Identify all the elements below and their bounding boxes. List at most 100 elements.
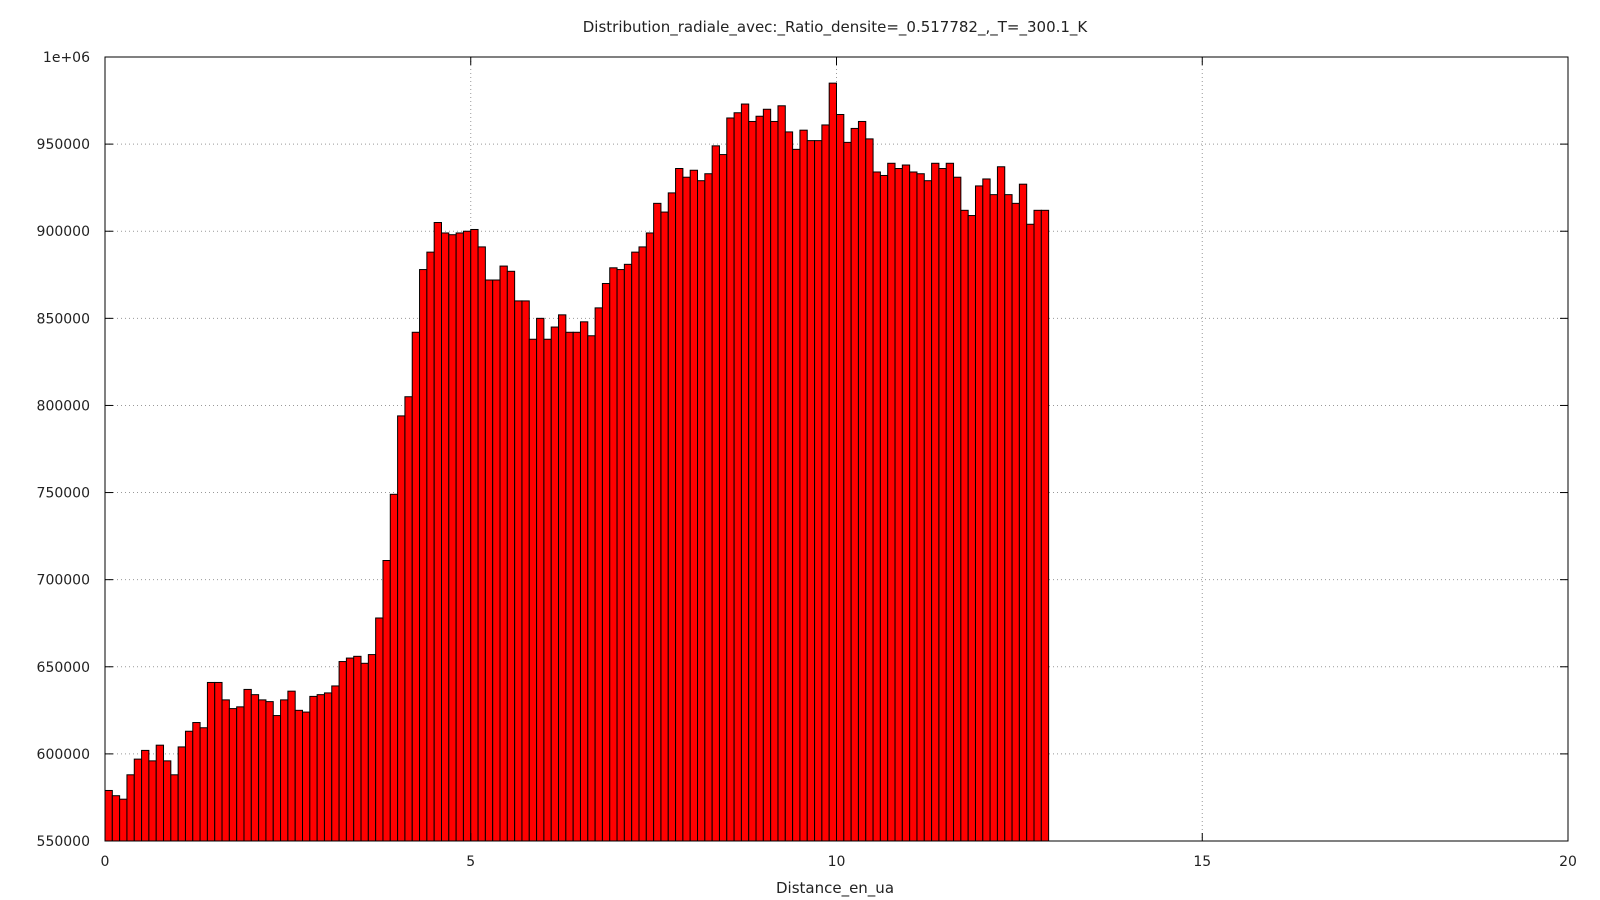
bar-24 <box>280 699 289 842</box>
bar-115 <box>945 162 955 842</box>
bar-40 <box>397 415 406 842</box>
bar-111 <box>916 173 925 842</box>
bar-101 <box>843 141 852 842</box>
y-tick-label-4: 750000 <box>37 486 90 502</box>
x-tick-label-4: 20 <box>1559 854 1577 870</box>
bar-57 <box>521 300 530 842</box>
y-tick-labels: 550000 600000 650000 700000 750000 800000 8500… <box>37 50 91 850</box>
bar-118 <box>967 215 976 842</box>
bar-97 <box>814 140 823 842</box>
y-tick-label-6: 850000 <box>37 311 90 327</box>
y-tick-label-7: 900000 <box>37 224 90 240</box>
bar-113 <box>931 162 940 842</box>
bar-51 <box>477 246 486 842</box>
bar-65 <box>579 321 589 842</box>
bar-14 <box>206 681 216 842</box>
bar-63 <box>565 331 574 842</box>
bar-119 <box>974 185 984 842</box>
bar-106 <box>879 174 889 842</box>
y-tick-label-8: 950000 <box>37 137 90 153</box>
bar-82 <box>704 173 713 842</box>
bar-84 <box>718 154 728 842</box>
bar-114 <box>938 168 947 842</box>
bar-72 <box>631 251 640 842</box>
bar-41 <box>404 396 413 842</box>
bar-98 <box>821 124 830 842</box>
bar-81 <box>697 180 706 842</box>
bar-117 <box>960 209 969 842</box>
bar-0 <box>104 789 113 842</box>
bar-126 <box>1026 223 1035 842</box>
bar-64 <box>572 331 581 842</box>
bars <box>104 82 1050 842</box>
bar-92 <box>777 105 786 842</box>
bar-90 <box>762 108 772 842</box>
bar-38 <box>382 560 391 842</box>
bar-61 <box>550 326 560 842</box>
bar-35 <box>360 662 369 842</box>
bar-6 <box>148 760 157 842</box>
bar-112 <box>923 180 933 842</box>
bar-68 <box>601 282 611 842</box>
bar-70 <box>616 269 625 842</box>
y-tick-label-9: 1e+06 <box>43 50 90 66</box>
bar-109 <box>901 164 911 842</box>
bar-46 <box>440 232 450 842</box>
bar-89 <box>755 115 764 842</box>
bar-43 <box>419 269 428 842</box>
bar-47 <box>448 234 457 842</box>
bar-8 <box>163 760 172 842</box>
bar-52 <box>484 279 494 842</box>
bar-19 <box>243 688 252 842</box>
bar-16 <box>221 699 230 842</box>
bar-110 <box>909 171 918 842</box>
bar-74 <box>645 232 655 842</box>
bar-66 <box>587 335 596 842</box>
bar-125 <box>1018 183 1028 842</box>
bar-42 <box>411 331 421 842</box>
bar-107 <box>887 162 896 842</box>
bar-105 <box>872 171 881 842</box>
bar-93 <box>784 131 794 842</box>
bar-11 <box>184 730 194 842</box>
bar-54 <box>499 265 508 842</box>
bar-21 <box>258 699 267 842</box>
bar-31 <box>331 685 340 842</box>
bar-91 <box>770 120 779 842</box>
bar-29 <box>316 694 325 842</box>
bar-7 <box>155 744 165 842</box>
bar-103 <box>857 120 867 842</box>
bar-96 <box>806 140 816 842</box>
bar-20 <box>250 694 260 842</box>
bar-67 <box>594 307 603 842</box>
bar-3 <box>126 774 135 842</box>
bar-5 <box>141 749 150 842</box>
axis-ticks <box>104 56 1569 842</box>
bar-23 <box>272 715 282 842</box>
bar-32 <box>338 661 347 842</box>
bar-13 <box>199 727 208 842</box>
bar-49 <box>462 230 472 842</box>
bar-122 <box>996 166 1006 842</box>
bar-44 <box>426 251 435 842</box>
x-tick-label-3: 15 <box>1193 854 1211 870</box>
bar-104 <box>865 138 874 842</box>
x-tick-label-2: 10 <box>828 854 846 870</box>
bar-12 <box>192 722 201 842</box>
bar-87 <box>740 103 750 842</box>
bar-30 <box>323 692 333 842</box>
bar-39 <box>389 493 399 842</box>
bar-2 <box>119 798 128 842</box>
bar-34 <box>353 655 362 842</box>
bar-85 <box>726 117 735 842</box>
bar-37 <box>375 617 384 842</box>
bar-10 <box>177 746 186 842</box>
bar-36 <box>367 654 377 842</box>
bar-123 <box>1004 194 1013 842</box>
bar-58 <box>528 338 538 842</box>
bar-71 <box>623 263 633 842</box>
bar-88 <box>748 120 757 842</box>
bar-53 <box>492 279 501 842</box>
bar-102 <box>850 127 859 842</box>
bar-75 <box>653 202 662 842</box>
